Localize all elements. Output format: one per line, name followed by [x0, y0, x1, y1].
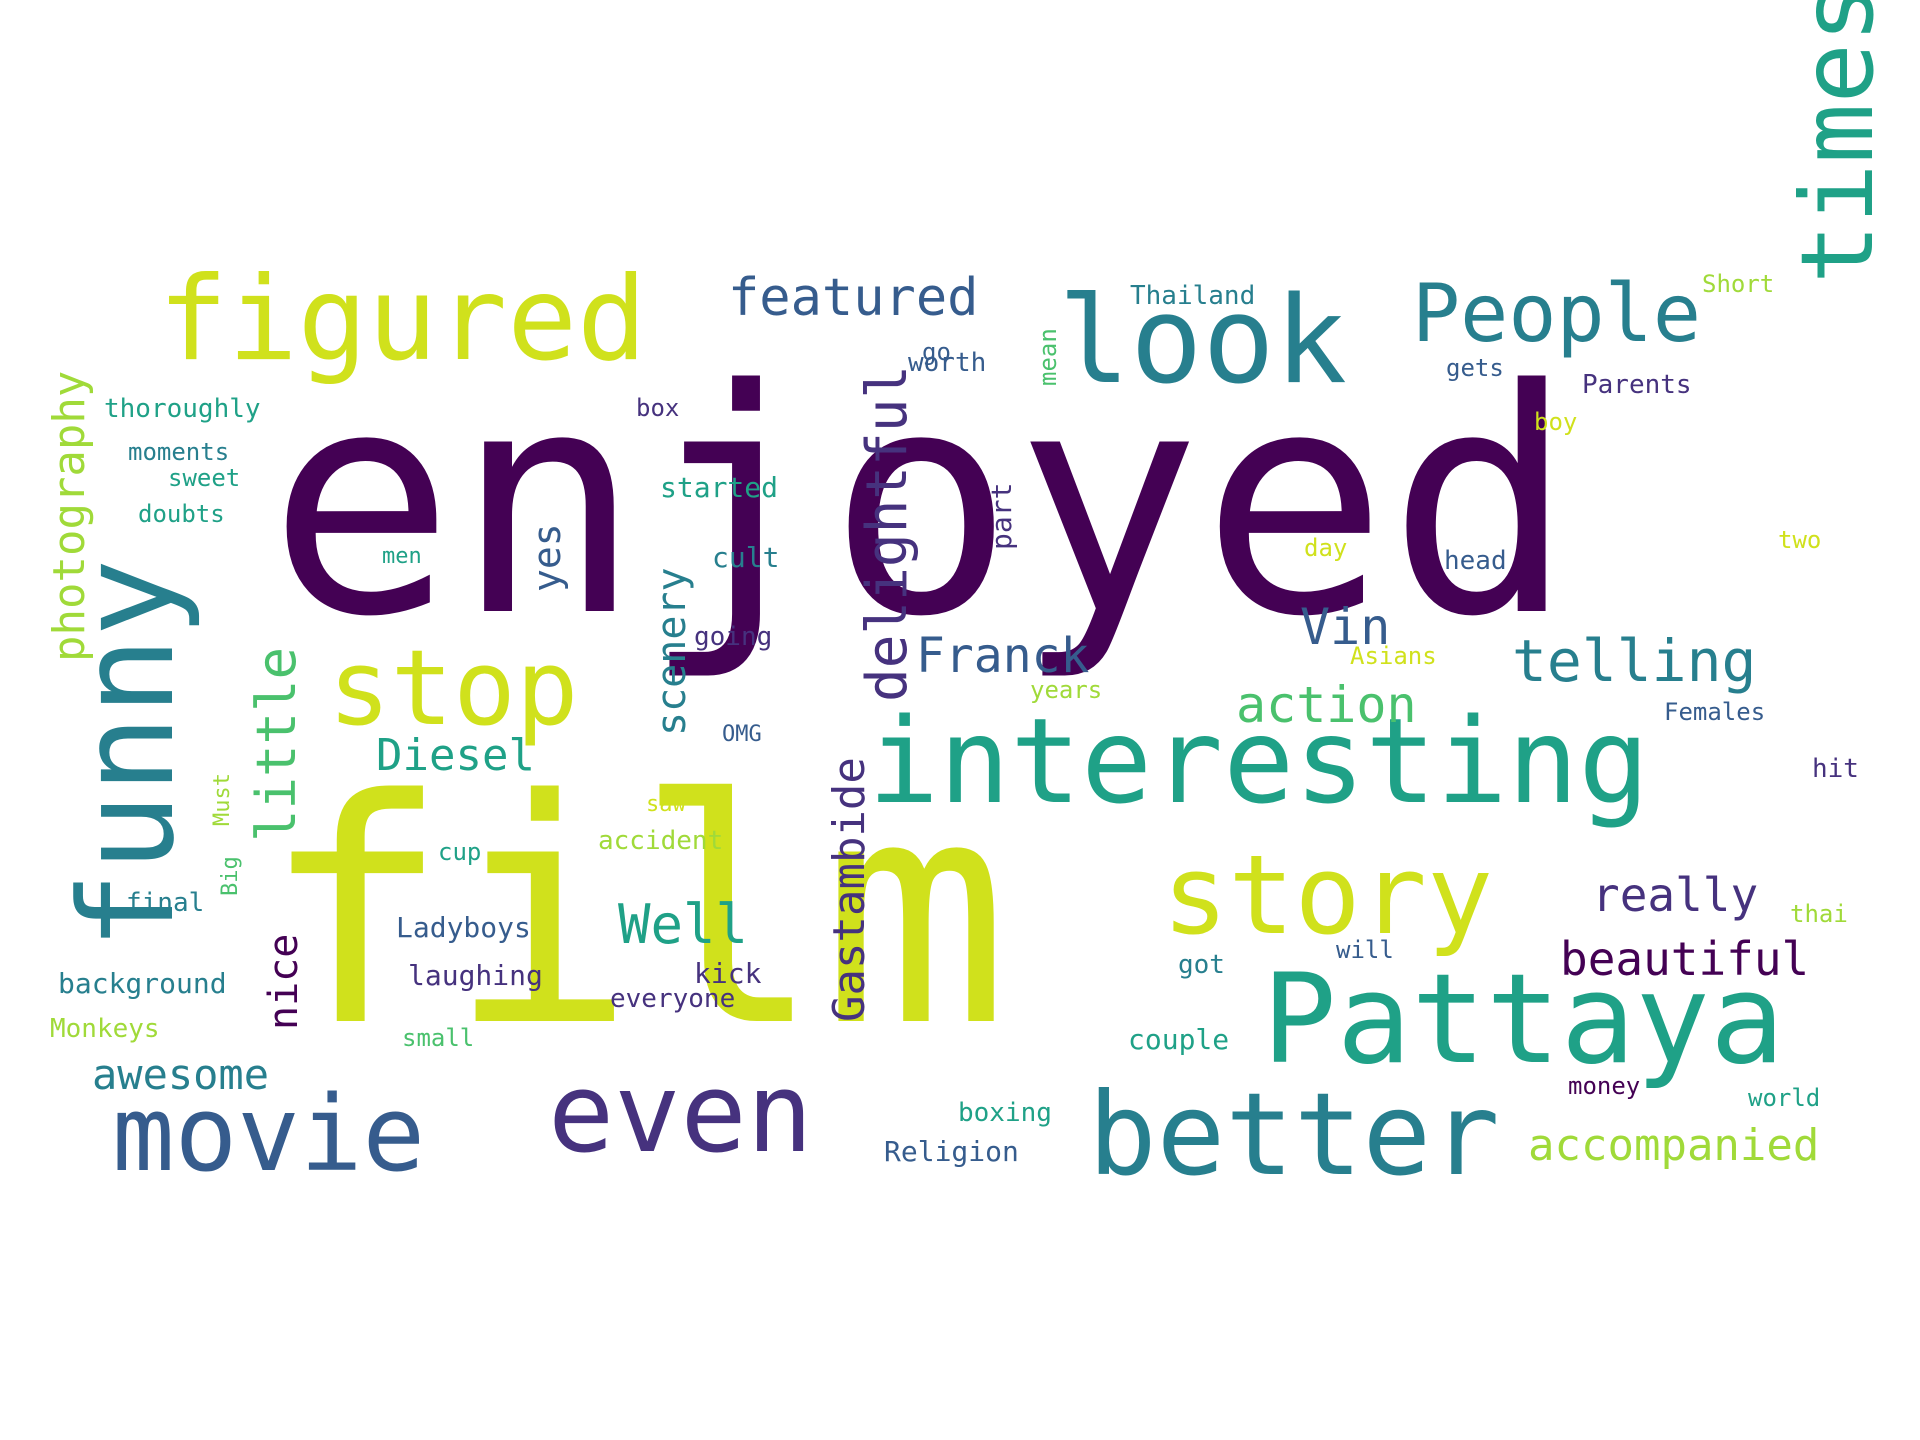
- word-background: background: [58, 967, 227, 1000]
- word-two: two: [1778, 526, 1822, 554]
- word-thoroughly: thoroughly: [104, 394, 261, 424]
- word-box: box: [636, 394, 680, 422]
- word-head: head: [1444, 546, 1507, 576]
- word-accompanied: accompanied: [1528, 1120, 1820, 1171]
- word-must: Must: [210, 773, 235, 826]
- word-little: little: [245, 646, 308, 842]
- word-boy: boy: [1534, 408, 1578, 436]
- word-day: day: [1304, 534, 1348, 562]
- word-stop: stop: [328, 627, 579, 749]
- word-religion: Religion: [884, 1135, 1019, 1168]
- word-got: got: [1178, 950, 1225, 980]
- word-action: action: [1236, 676, 1417, 734]
- word-nice: nice: [261, 933, 307, 1030]
- word-laughing: laughing: [408, 959, 543, 992]
- word-final: final: [126, 888, 205, 918]
- word-accident: accident: [598, 826, 724, 856]
- word-beautiful: beautiful: [1560, 932, 1810, 986]
- word-even: even: [548, 1049, 813, 1177]
- word-going: going: [694, 622, 773, 652]
- word-film: film: [262, 734, 1009, 1095]
- word-boxing: boxing: [958, 1098, 1052, 1128]
- word-moments: moments: [128, 438, 230, 466]
- word-short: Short: [1702, 270, 1775, 298]
- word-big: Big: [218, 856, 243, 896]
- word-started: started: [660, 471, 779, 504]
- word-hit: hit: [1812, 754, 1859, 784]
- word-franck: Franck: [916, 628, 1090, 684]
- word-world: world: [1748, 1084, 1821, 1112]
- word-ladyboys: Ladyboys: [396, 911, 531, 944]
- word-really: really: [1592, 868, 1759, 922]
- word-enjoyed: enjoyed: [268, 324, 1575, 685]
- word-yes: yes: [525, 523, 569, 592]
- word-pattaya: Pattaya: [1262, 948, 1785, 1092]
- word-saw: saw: [646, 792, 686, 817]
- word-kick: kick: [694, 957, 762, 990]
- word-part: part: [985, 482, 1018, 550]
- word-photography: photography: [44, 370, 95, 662]
- word-telling: telling: [1512, 627, 1757, 695]
- word-look: look: [1058, 272, 1347, 411]
- word-sweet: sweet: [168, 464, 241, 492]
- word-years: years: [1030, 676, 1103, 704]
- word-story: story: [1162, 831, 1494, 959]
- word-couple: couple: [1128, 1023, 1230, 1056]
- word-cult: cult: [712, 541, 780, 574]
- word-thailand: Thailand: [1130, 281, 1256, 311]
- word-omg: OMG: [722, 722, 762, 747]
- word-doubts: doubts: [138, 500, 225, 528]
- word-everyone: everyone: [610, 984, 736, 1014]
- word-parents: Parents: [1582, 370, 1692, 400]
- word-diesel: Diesel: [376, 730, 535, 781]
- word-movie: movie: [112, 1073, 426, 1195]
- word-gastambide: Gastambide: [824, 757, 875, 1022]
- word-thai: thai: [1790, 900, 1848, 928]
- word-worth: worth: [908, 348, 987, 378]
- word-money: money: [1568, 1072, 1641, 1100]
- word-figured: figured: [158, 252, 647, 387]
- word-vin: Vin: [1300, 598, 1391, 656]
- word-well: Well: [618, 893, 749, 956]
- word-asians: Asians: [1350, 642, 1437, 670]
- word-times: times: [1779, 0, 1896, 284]
- word-small: small: [402, 1024, 475, 1052]
- word-better: better: [1088, 1068, 1500, 1201]
- word-mean: mean: [1034, 328, 1062, 386]
- word-monkeys: Monkeys: [50, 1014, 160, 1044]
- word-cup: cup: [438, 838, 482, 866]
- word-females: Females: [1664, 698, 1766, 726]
- word-interesting: interesting: [868, 692, 1650, 830]
- word-awesome: awesome: [92, 1050, 270, 1099]
- word-gets: gets: [1446, 354, 1504, 382]
- word-people: People: [1412, 267, 1701, 360]
- word-featured: featured: [728, 268, 979, 328]
- word-will: will: [1336, 936, 1394, 964]
- word-go: go: [922, 338, 951, 366]
- word-men: men: [382, 544, 422, 569]
- word-scenery: scenery: [649, 567, 695, 736]
- word-delightful: delightful: [855, 364, 920, 702]
